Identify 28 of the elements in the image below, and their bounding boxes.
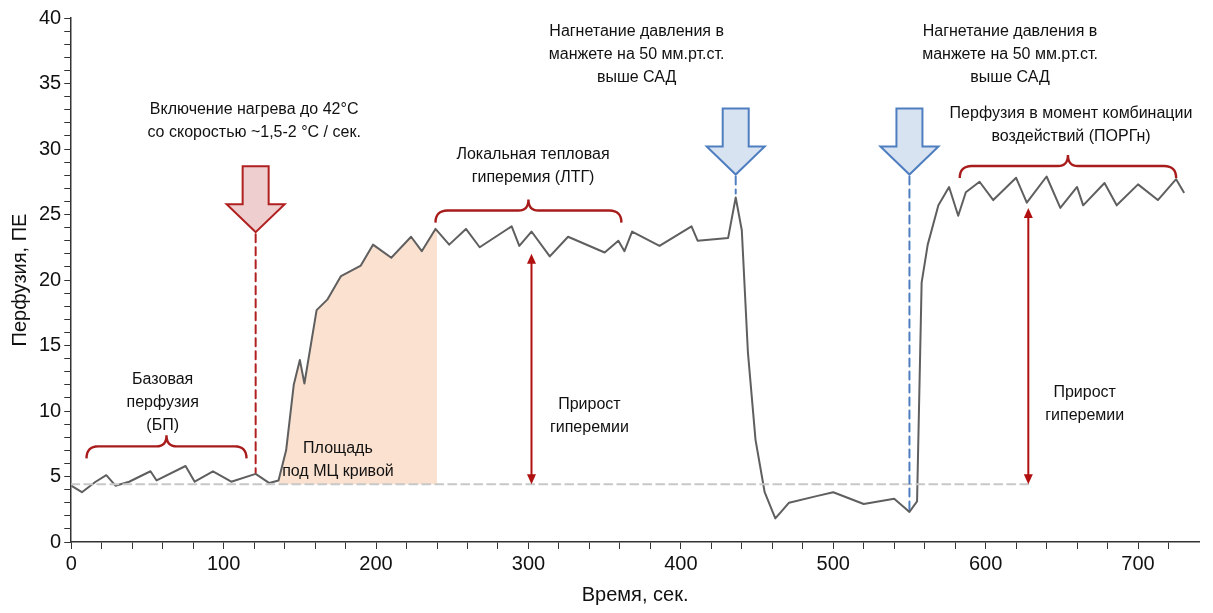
y-tick-label: 15: [39, 333, 62, 356]
annotation: Прирост гиперемии: [549, 394, 629, 435]
annotation: Площадь под МЦ кривой: [282, 439, 394, 480]
x-tick-label: 300: [511, 551, 546, 574]
annotation: Базовая перфузия (БП): [126, 369, 199, 433]
x-axis-title: Время, сек.: [581, 582, 689, 605]
y-tick-label: 20: [39, 267, 62, 290]
x-tick-label: 0: [65, 551, 77, 574]
x-tick-label: 600: [968, 551, 1003, 574]
annotation: Прирост гиперемии: [1045, 383, 1125, 424]
x-tick-label: 100: [206, 551, 241, 574]
y-tick-label: 5: [50, 464, 62, 487]
annotation: Включение нагрева до 42°C со скоростью ~1,5-2 °C / сек.: [147, 100, 361, 141]
y-tick-label: 30: [39, 136, 62, 159]
y-tick-label: 0: [50, 529, 62, 552]
y-tick-label: 10: [39, 398, 62, 421]
x-tick-label: 700: [1121, 551, 1155, 574]
annotation: Нагнетание давления в манжете на 50 мм.рт.ст. выше САД: [922, 21, 1098, 85]
annotation: Нагнетание давления в манжете на 50 мм.рт.ст. выше САД: [548, 21, 725, 85]
annotation: Локальная тепловая гиперемия (ЛТГ): [456, 144, 610, 185]
x-tick-label: 500: [816, 551, 850, 574]
y-axis-title: Перфузия, ПЕ: [7, 213, 30, 347]
x-tick-label: 200: [359, 551, 393, 574]
y-tick-label: 25: [39, 202, 62, 225]
y-tick-label: 40: [39, 5, 62, 28]
annotation: Перфузия в момент комбинации воздействий (ПОРГн): [949, 104, 1193, 145]
x-tick-label: 400: [664, 551, 698, 574]
y-tick-label: 35: [39, 71, 62, 94]
